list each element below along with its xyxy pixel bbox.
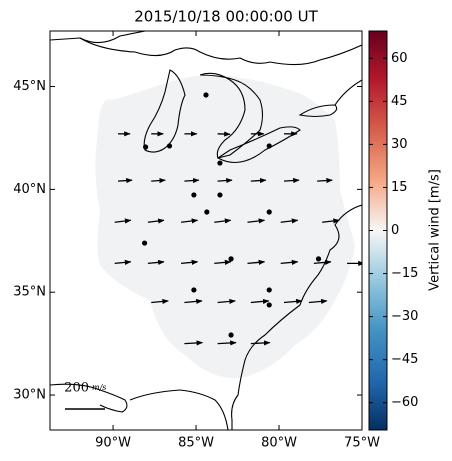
x-tick-label: 75°W	[344, 436, 380, 451]
wind-arrow	[313, 259, 332, 265]
wind-arrow	[217, 340, 237, 346]
colorbar-label: Vertical wind [m/s]	[428, 169, 443, 291]
wind-arrow	[184, 340, 204, 346]
station	[228, 256, 234, 262]
y-tick-label: 35°N	[13, 285, 46, 300]
wind-arrow	[280, 259, 299, 265]
colorbar-tick-label: 45	[391, 94, 408, 109]
x-tick-label: 80°W	[261, 436, 297, 451]
station	[217, 160, 223, 166]
coverage-area	[95, 75, 355, 379]
station	[217, 192, 223, 198]
wind-arrow	[181, 218, 199, 224]
map-title: 2015/10/18 00:00:00 UT	[134, 8, 318, 26]
map-area	[50, 31, 362, 430]
wind-arrow	[117, 177, 133, 184]
wind-arrow	[217, 298, 236, 305]
wind-arrow	[151, 177, 166, 184]
colorbar-tick-label: 30	[391, 137, 408, 152]
wind-arrow	[250, 177, 267, 184]
wind-arrow	[283, 177, 300, 184]
wind-arrow	[184, 177, 200, 184]
station	[266, 302, 272, 308]
wind-arrow	[114, 218, 132, 224]
wind-arrow	[147, 259, 165, 265]
wind-arrow	[214, 218, 232, 224]
colorbar-tick-label: −45	[391, 352, 418, 367]
wind-arrow	[322, 218, 340, 224]
wind-arrow	[280, 218, 299, 224]
wind-arrow	[184, 298, 203, 305]
colorbar-tick-label: 60	[391, 51, 408, 66]
wind-arrow	[214, 259, 232, 265]
wind-arrow	[250, 298, 270, 304]
scale-value: 200	[64, 381, 89, 396]
map-frame	[49, 30, 363, 431]
colorbar-tick-label: −15	[391, 266, 418, 281]
wind-arrow	[147, 218, 165, 224]
wind-arrow	[217, 177, 233, 184]
station	[266, 143, 272, 149]
wind-arrow	[308, 298, 328, 304]
station	[166, 143, 173, 149]
colorbar-tick-label: −60	[391, 395, 418, 410]
coastlines	[50, 31, 362, 430]
station	[142, 144, 149, 150]
x-tick-label: 90°W	[95, 436, 131, 451]
y-tick-label: 40°N	[13, 182, 46, 197]
station	[228, 332, 234, 338]
wind-arrow	[151, 298, 169, 305]
station	[191, 192, 197, 198]
station	[266, 209, 272, 215]
y-tick-label: 30°N	[13, 388, 46, 403]
colorbar-tick-label: −30	[391, 309, 418, 324]
station	[315, 256, 322, 262]
wind-arrow	[181, 259, 199, 265]
wind-arrow	[283, 298, 303, 304]
station	[141, 240, 148, 246]
y-tick-label: 45°N	[13, 79, 46, 94]
colorbar-tick-label: 0	[391, 223, 399, 238]
colorbar-tick-label: 15	[391, 180, 408, 195]
wind-arrow	[250, 340, 271, 346]
vectors	[114, 92, 362, 346]
wind-arrow	[317, 177, 333, 184]
wind-arrow	[247, 259, 266, 265]
station	[203, 92, 209, 98]
wind-arrow	[247, 218, 266, 224]
station	[191, 287, 197, 293]
x-tick-label: 85°W	[178, 436, 214, 451]
scale-unit: m/s	[92, 383, 106, 392]
station	[204, 209, 210, 215]
wind-arrow	[114, 259, 132, 265]
station	[266, 287, 272, 293]
